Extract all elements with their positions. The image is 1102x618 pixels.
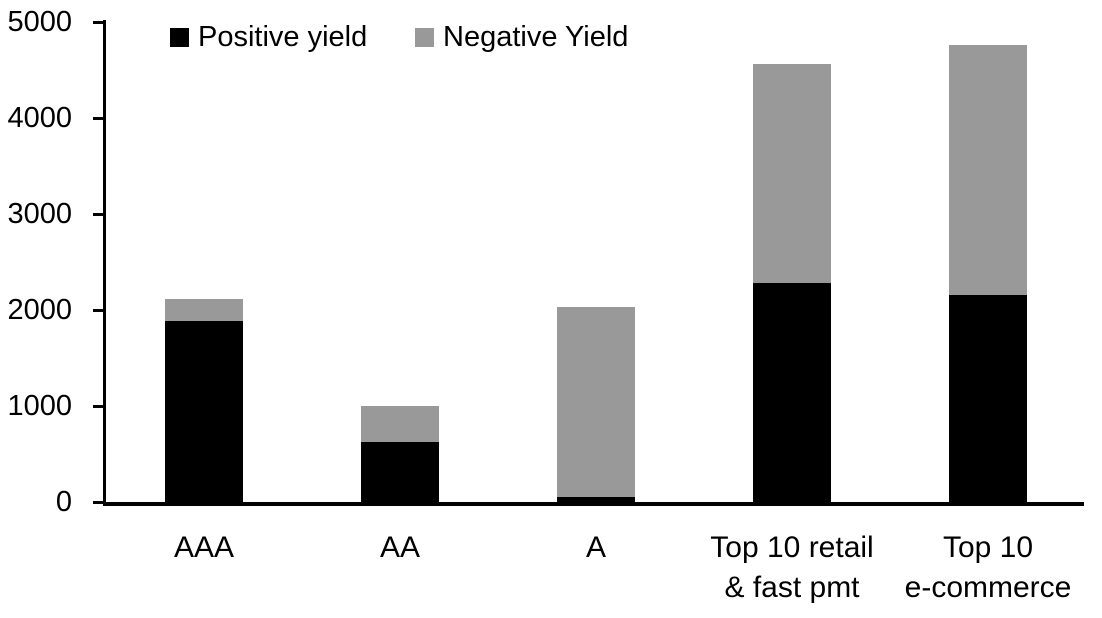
- y-axis-tick-label: 1000: [7, 390, 72, 422]
- x-axis-category-label: AAA: [173, 531, 235, 564]
- bar-aaa-positive-yield: [165, 320, 243, 502]
- x-axis-category-label: Top 10 retail & fast pmt: [710, 531, 874, 604]
- x-axis-category-label: AA: [379, 531, 421, 564]
- bar-top-10-e-commerce-negative-yield: [949, 45, 1027, 296]
- bar-a-negative-yield: [557, 307, 635, 498]
- bar-a-positive-yield: [557, 497, 635, 502]
- legend-item-positive-yield: Positive yield: [170, 22, 367, 52]
- y-axis-tick-label: 0: [55, 486, 72, 518]
- y-axis-tick-label: 5000: [7, 6, 72, 38]
- x-axis-category-label: A: [585, 531, 606, 564]
- y-axis-tick-mark: [93, 20, 103, 24]
- legend-label: Negative Yield: [443, 21, 629, 53]
- y-axis-tick-mark: [93, 404, 103, 408]
- bar-top-10-retail-fast-pmt-negative-yield: [753, 64, 831, 284]
- y-axis-tick-mark: [93, 500, 103, 504]
- bar-top-10-retail-fast-pmt-positive-yield: [753, 283, 831, 502]
- legend-swatch-icon: [415, 27, 434, 47]
- legend-item-negative-yield: Negative Yield: [415, 22, 628, 52]
- bar-aa-positive-yield: [361, 442, 439, 502]
- bar-aa-negative-yield: [361, 406, 439, 443]
- y-axis-tick-mark: [93, 212, 103, 216]
- bar-top-10-e-commerce-positive-yield: [949, 295, 1027, 502]
- y-axis-tick-mark: [93, 116, 103, 120]
- y-axis-tick-label: 4000: [7, 102, 72, 134]
- legend-swatch-icon: [170, 27, 189, 47]
- x-axis-category-label: Top 10 e-commerce: [904, 531, 1072, 604]
- legend-label: Positive yield: [198, 21, 368, 53]
- y-axis-tick-mark: [93, 308, 103, 312]
- y-axis-tick-label: 3000: [7, 198, 72, 230]
- bar-aaa-negative-yield: [165, 298, 243, 321]
- y-axis-tick-label: 2000: [7, 294, 72, 326]
- x-axis-line: [103, 502, 1084, 506]
- y-axis-line: [103, 20, 106, 506]
